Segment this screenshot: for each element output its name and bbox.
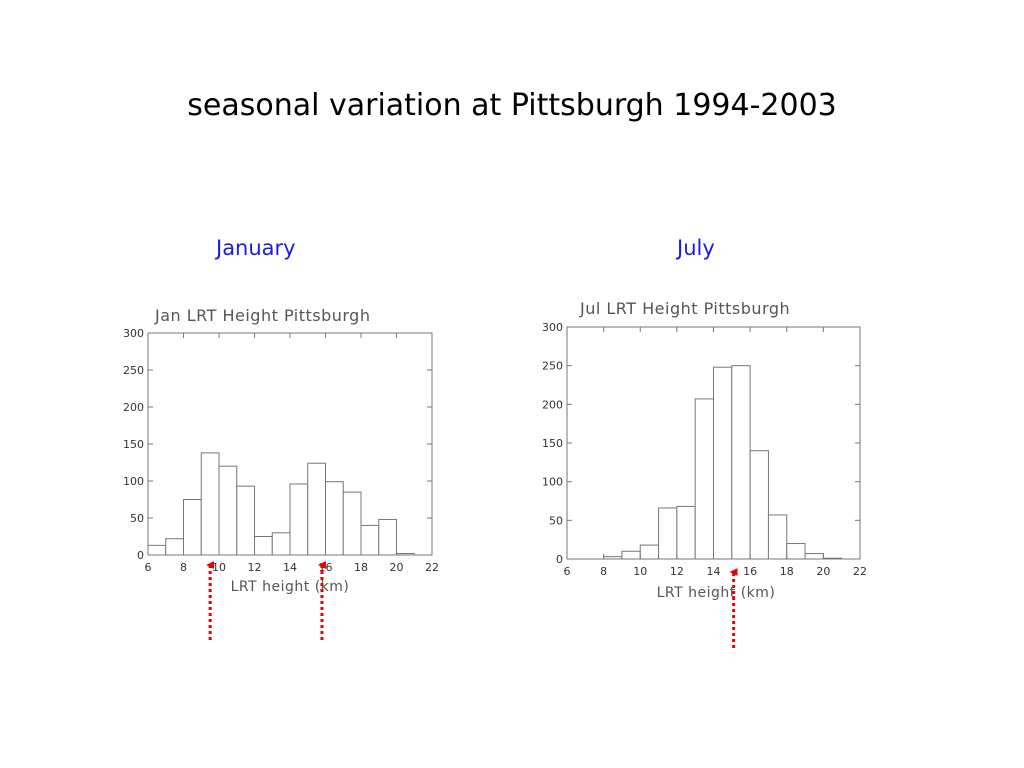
x-tick-label: 12 [670,565,684,578]
histogram-bar [621,550,641,560]
y-tick-label: 250 [123,364,144,377]
y-tick-label: 200 [542,398,563,411]
x-tick-label: 6 [564,565,571,578]
panel-label-january: January [216,236,296,260]
y-tick-label: 100 [123,475,144,488]
histogram-bar [271,532,291,556]
histogram-bar [694,398,714,560]
histogram-bar [147,544,167,556]
x-tick-label: 8 [600,565,607,578]
histogram-bar [767,514,788,560]
histogram-bar [307,462,326,556]
y-tick-label: 0 [137,549,144,562]
plot-title: Jul LRT Height Pittsburgh [579,299,790,318]
x-tick-label: 20 [816,565,830,578]
x-axis-label: LRT height (km) [231,579,350,595]
x-tick-label: 14 [283,561,297,574]
histogram-bar [676,505,696,560]
histogram-bar [360,524,380,556]
panel-label-july: July [677,236,715,260]
slide-title: seasonal variation at Pittsburgh 1994-20… [187,88,837,123]
y-tick-label: 0 [556,553,563,566]
histogram-bar [236,485,255,556]
x-tick-label: 14 [707,565,721,578]
plot-title: Jan LRT Height Pittsburgh [154,306,370,325]
histogram-bar [183,499,202,556]
y-tick-label: 300 [542,321,563,334]
histogram-bar [749,450,769,560]
x-tick-label: 22 [853,565,867,578]
x-tick-label: 10 [633,565,647,578]
histogram-bar [200,452,220,556]
histogram-bar [378,518,397,556]
x-tick-label: 12 [248,561,262,574]
histogram-bar [804,553,824,560]
x-tick-label: 18 [354,561,368,574]
january-histogram: Jan LRT Height Pittsburgh 0 50 100 150 200 250… [123,306,439,640]
histogram-bar [731,365,751,560]
histogram-bar [786,543,806,560]
x-tick-label: 18 [780,565,794,578]
y-tick-label: 150 [123,438,144,451]
histogram-bar [658,507,678,560]
histogram-bar [325,481,344,556]
histogram-bar [639,544,660,560]
x-tick-label: 6 [145,561,152,574]
july-histogram: Jul LRT Height Pittsburgh 0 50 100 150 200 250… [542,299,867,648]
histogram-bar [165,538,184,556]
y-tick-label: 150 [542,437,563,450]
y-tick-label: 100 [542,476,563,489]
histogram-bar [289,483,309,556]
y-tick-label: 50 [130,512,144,525]
histogram-bar [713,366,733,560]
histogram-bar [218,465,238,556]
histogram-bar [342,491,362,556]
x-tick-label: 10 [212,561,226,574]
x-tick-label: 8 [180,561,187,574]
x-tick-label: 20 [390,561,404,574]
y-tick-label: 250 [542,360,563,373]
y-tick-label: 300 [123,327,144,340]
y-tick-label: 50 [549,514,563,527]
x-axis-label: LRT height (km) [657,585,776,601]
x-tick-label: 16 [743,565,757,578]
histogram-bar [254,536,273,556]
y-tick-label: 200 [123,401,144,414]
x-tick-label: 22 [425,561,439,574]
